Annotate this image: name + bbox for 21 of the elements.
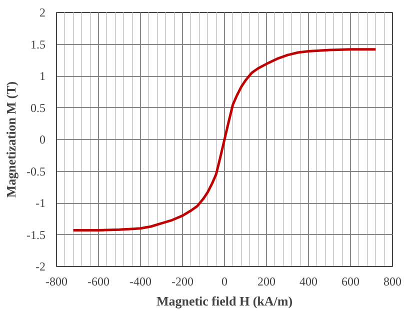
y-tick-label: 0.5: [30, 100, 46, 115]
x-tick-label: 800: [384, 274, 402, 288]
x-tick-label: 400: [300, 274, 318, 288]
y-tick-label: 2: [40, 6, 46, 20]
y-tick-label: 1.5: [30, 37, 46, 52]
y-axis-title: Magnetization M (T): [4, 81, 19, 198]
x-tick-label: -600: [88, 274, 110, 288]
y-tick-label: 0: [40, 132, 46, 146]
line-series: [72, 48, 377, 232]
y-tick-label: -2: [36, 260, 46, 274]
x-tick-label: 0: [222, 274, 228, 288]
x-tick-label: -400: [130, 274, 152, 288]
y-tick-label: -1.5: [26, 228, 46, 242]
y-tick-label: -1: [36, 196, 46, 210]
x-tick-label: 600: [342, 274, 360, 288]
x-tick-label: -200: [172, 274, 194, 288]
y-tick-label: 1: [40, 69, 46, 83]
x-axis-title: Magnetic field H (kA/m): [156, 294, 293, 308]
y-tick-label: -0.5: [26, 164, 46, 178]
x-tick-label: -800: [46, 274, 68, 288]
x-tick-label: 200: [258, 274, 276, 288]
